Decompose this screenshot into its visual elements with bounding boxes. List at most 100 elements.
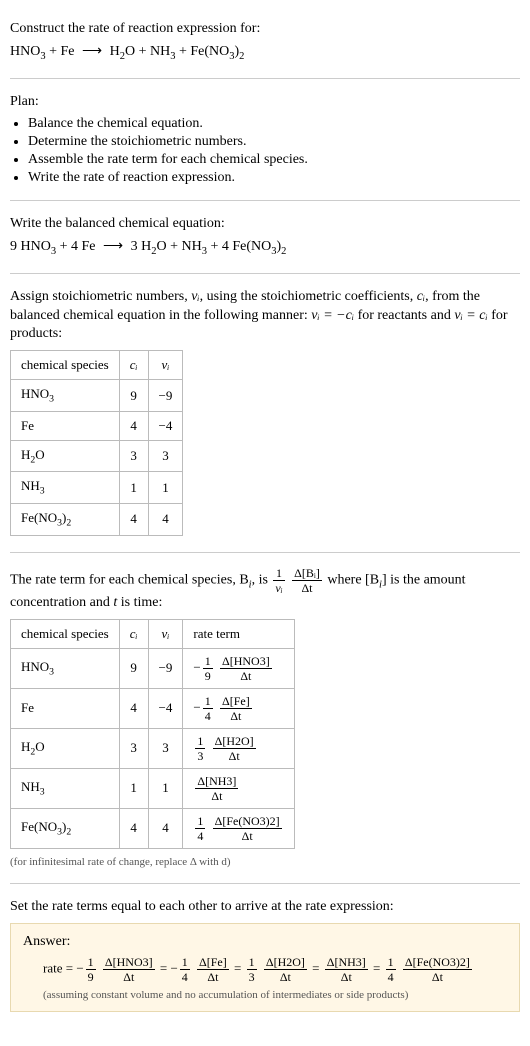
text: is time:	[117, 595, 162, 610]
species-cell: H2O	[11, 440, 120, 472]
intro-section: Construct the rate of reaction expressio…	[10, 10, 520, 74]
divider	[10, 883, 520, 884]
rel-products: νᵢ = cᵢ	[454, 308, 487, 323]
frac-1-over-nu: 1νᵢ	[273, 567, 284, 594]
den: Δt	[292, 581, 322, 594]
plan-item: Balance the chemical equation.	[28, 116, 520, 132]
species-cell: NH3	[11, 472, 120, 504]
plan-section: Plan: Balance the chemical equation. Dete…	[10, 83, 520, 196]
c-cell: 9	[119, 380, 148, 412]
stoich-text: Assign stoichiometric numbers, νᵢ, using…	[10, 288, 520, 345]
balanced-section: Write the balanced chemical equation: 9 …	[10, 205, 520, 269]
species-cell: Fe(NO3)2	[11, 504, 120, 536]
text: , using the stoichiometric coefficients,	[200, 289, 417, 304]
table-row: Fe4−4	[11, 411, 183, 440]
nu-cell: −4	[148, 411, 183, 440]
species-cell: NH3	[11, 768, 120, 808]
table-header: νᵢ	[148, 351, 183, 380]
table-row: H2O3313 Δ[H2O]Δt	[11, 728, 295, 768]
rate-term-section: The rate term for each chemical species,…	[10, 557, 520, 880]
species-cell: Fe(NO3)2	[11, 808, 120, 848]
rate-term-text: The rate term for each chemical species,…	[10, 567, 520, 613]
c-cell: 4	[119, 411, 148, 440]
balanced-equation: 9 HNO3 + 4 Fe ⟶ 3 H2O + NH3 + 4 Fe(NO3)2	[10, 238, 520, 259]
table-header: νᵢ	[148, 619, 183, 648]
nu-cell: −9	[148, 648, 183, 688]
rhs: cᵢ	[479, 308, 487, 323]
table-header: cᵢ	[119, 619, 148, 648]
lhs: νᵢ	[311, 308, 319, 323]
set-equal-text: Set the rate terms equal to each other t…	[10, 898, 520, 917]
frac-dBi-dt: Δ[Bᵢ]Δt	[292, 567, 322, 594]
nu-cell: 1	[148, 472, 183, 504]
c-cell: 3	[119, 440, 148, 472]
lhs: νᵢ	[454, 308, 462, 323]
plan-item: Write the rate of reaction expression.	[28, 170, 520, 186]
table-header: rate term	[183, 619, 294, 648]
table-row: HNO39−9−19 Δ[HNO3]Δt	[11, 648, 295, 688]
nu-cell: 1	[148, 768, 183, 808]
plan-heading: Plan:	[10, 93, 520, 112]
divider	[10, 273, 520, 274]
nu-cell: 4	[148, 808, 183, 848]
rhs: −cᵢ	[336, 308, 354, 323]
plan-list: Balance the chemical equation. Determine …	[10, 116, 520, 186]
c-cell: 4	[119, 504, 148, 536]
table-row: Fe(NO3)244	[11, 504, 183, 536]
c-cell: 9	[119, 648, 148, 688]
species-cell: H2O	[11, 728, 120, 768]
c-cell: 3	[119, 728, 148, 768]
nu-i: νᵢ	[191, 289, 199, 304]
table-row: H2O33	[11, 440, 183, 472]
text: where [B	[327, 572, 379, 587]
table-row: NH311	[11, 472, 183, 504]
divider	[10, 78, 520, 79]
rate-term-cell: Δ[NH3]Δt	[183, 768, 294, 808]
stoich-section: Assign stoichiometric numbers, νᵢ, using…	[10, 278, 520, 548]
species-cell: Fe	[11, 411, 120, 440]
table-header: cᵢ	[119, 351, 148, 380]
nu-cell: 3	[148, 728, 183, 768]
nu-cell: −9	[148, 380, 183, 412]
c-cell: 1	[119, 768, 148, 808]
den: νᵢ	[273, 581, 284, 594]
table-row: HNO39−9	[11, 380, 183, 412]
table-row: NH311Δ[NH3]Δt	[11, 768, 295, 808]
species-cell: HNO3	[11, 380, 120, 412]
answer-rate-expression: rate = −19 Δ[HNO3]Δt = −14 Δ[Fe]Δt = 13 …	[43, 956, 507, 983]
table-header: chemical species	[11, 351, 120, 380]
rate-term-cell: −14 Δ[Fe]Δt	[183, 688, 294, 728]
answer-note: (assuming constant volume and no accumul…	[43, 989, 507, 1001]
rate-term-table: chemical speciescᵢνᵢrate termHNO39−9−19 …	[10, 619, 295, 849]
rate-term-cell: 13 Δ[H2O]Δt	[183, 728, 294, 768]
c-cell: 4	[119, 808, 148, 848]
nu-cell: 3	[148, 440, 183, 472]
plan-item: Determine the stoichiometric numbers.	[28, 134, 520, 150]
nu-cell: −4	[148, 688, 183, 728]
divider	[10, 552, 520, 553]
table-row: Fe(NO3)24414 Δ[Fe(NO3)2]Δt	[11, 808, 295, 848]
text: The rate term for each chemical species,…	[10, 572, 249, 587]
species-cell: Fe	[11, 688, 120, 728]
c-i: cᵢ	[417, 289, 425, 304]
set-equal-section: Set the rate terms equal to each other t…	[10, 888, 520, 1018]
divider	[10, 200, 520, 201]
c-cell: 4	[119, 688, 148, 728]
stoich-table: chemical speciescᵢνᵢHNO39−9Fe4−4H2O33NH3…	[10, 350, 183, 535]
answer-box: Answer: rate = −19 Δ[HNO3]Δt = −14 Δ[Fe]…	[10, 923, 520, 1012]
text: , is	[252, 572, 272, 587]
answer-label: Answer:	[23, 934, 507, 950]
num: 1	[273, 567, 284, 581]
text: Assign stoichiometric numbers,	[10, 289, 191, 304]
table-row: Fe4−4−14 Δ[Fe]Δt	[11, 688, 295, 728]
rel-reactants: νᵢ = −cᵢ	[311, 308, 354, 323]
c-cell: 1	[119, 472, 148, 504]
unbalanced-equation: HNO3 + Fe ⟶ H2O + NH3 + Fe(NO3)2	[10, 43, 520, 64]
infinitesimal-note: (for infinitesimal rate of change, repla…	[10, 855, 520, 870]
rate-term-cell: 14 Δ[Fe(NO3)2]Δt	[183, 808, 294, 848]
species-cell: HNO3	[11, 648, 120, 688]
nu-cell: 4	[148, 504, 183, 536]
text: for reactants and	[354, 308, 454, 323]
table-header: chemical species	[11, 619, 120, 648]
num: Δ[Bᵢ]	[292, 567, 322, 581]
